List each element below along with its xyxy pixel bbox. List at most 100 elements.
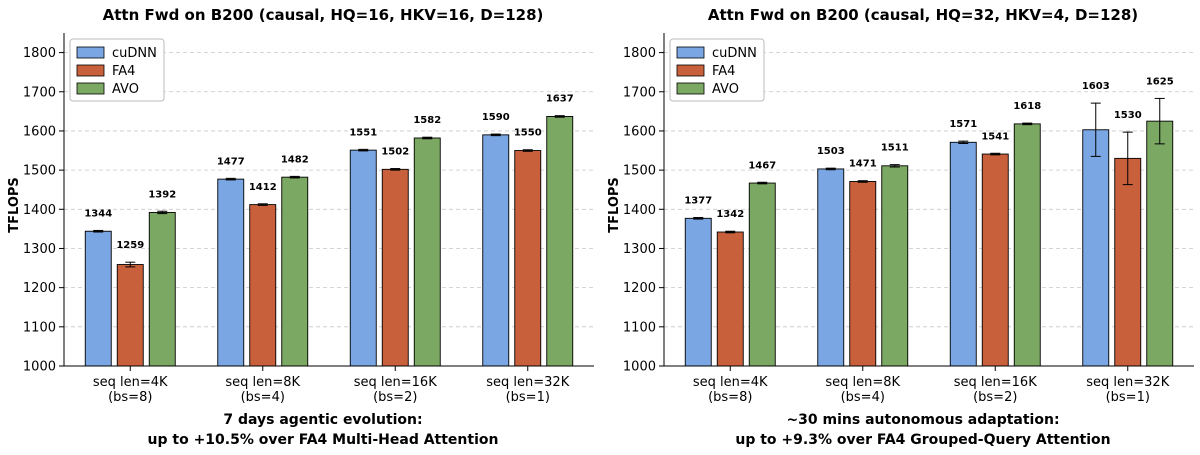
x-tick-label: seq len=32K — [1086, 375, 1169, 390]
y-tick-label: 1100 — [623, 320, 656, 335]
caption-line-2: up to +9.3% over FA4 Grouped-Query Atten… — [735, 432, 1110, 448]
data-label: 1625 — [1146, 76, 1174, 87]
data-label: 1392 — [148, 189, 176, 200]
data-label: 1482 — [281, 154, 309, 165]
data-label: 1551 — [349, 127, 377, 138]
x-tick-label: (bs=2) — [973, 390, 1017, 405]
bar-fa4 — [514, 150, 542, 367]
data-label: 1503 — [817, 146, 845, 157]
caption-line-1: 7 days agentic evolution: — [223, 412, 422, 428]
data-label: 1467 — [748, 160, 776, 171]
bar-fa4 — [381, 168, 409, 367]
legend-label: cuDNN — [112, 46, 157, 61]
chart-mha: Attn Fwd on B200 (causal, HQ=16, HKV=16,… — [7, 6, 594, 448]
data-label: 1618 — [1013, 101, 1041, 112]
legend-label: AVO — [712, 82, 739, 97]
y-tick-label: 1300 — [623, 242, 656, 257]
y-tick-label: 1200 — [23, 281, 56, 296]
y-tick-label: 1600 — [23, 124, 56, 139]
legend-swatch-cudnn — [676, 46, 705, 59]
y-tick-label: 1600 — [623, 124, 656, 139]
data-label: 1582 — [413, 115, 441, 126]
data-label: 1471 — [849, 159, 877, 170]
bar-cudnn — [84, 230, 112, 367]
chart-panel-right: Attn Fwd on B200 (causal, HQ=32, HKV=4, … — [600, 0, 1200, 455]
y-tick-label: 1400 — [623, 203, 656, 218]
data-label: 1477 — [217, 156, 245, 167]
chart-title: Attn Fwd on B200 (causal, HQ=32, HKV=4, … — [708, 6, 1138, 24]
legend-label: FA4 — [112, 64, 135, 79]
data-label: 1377 — [684, 196, 712, 207]
bar-avo — [281, 176, 309, 367]
x-tick-label: seq len=4K — [93, 375, 168, 390]
x-tick-label: (bs=1) — [506, 390, 550, 405]
legend-swatch-cudnn — [76, 46, 105, 59]
y-axis-label: TFLOPS — [607, 177, 622, 233]
chart-title: Attn Fwd on B200 (causal, HQ=16, HKV=16,… — [103, 6, 544, 24]
data-label: 1511 — [881, 143, 909, 154]
y-tick-label: 1500 — [23, 164, 56, 179]
legend-swatch-fa4 — [76, 64, 105, 77]
y-tick-label: 1700 — [623, 85, 656, 100]
chart-panel-left: Attn Fwd on B200 (causal, HQ=16, HKV=16,… — [7, 6, 594, 448]
y-axis-label: TFLOPS — [7, 177, 22, 233]
y-tick-label: 1300 — [23, 242, 56, 257]
legend-label: FA4 — [712, 64, 735, 79]
y-tick-label: 1700 — [23, 85, 56, 100]
legend-swatch-fa4 — [676, 64, 705, 77]
x-tick-label: seq len=8K — [225, 375, 300, 390]
bar-cudnn — [684, 217, 712, 367]
data-label: 1637 — [546, 94, 574, 105]
data-label: 1502 — [381, 147, 409, 158]
bar-avo — [546, 115, 574, 367]
bar-avo — [413, 137, 441, 367]
bar-fa4 — [716, 231, 744, 367]
legend-label: cuDNN — [712, 46, 757, 61]
caption-line-2: up to +10.5% over FA4 Multi-Head Attenti… — [148, 432, 499, 448]
data-label: 1342 — [716, 209, 744, 220]
bar-cudnn — [817, 168, 845, 367]
x-tick-label: (bs=8) — [708, 390, 752, 405]
y-tick-label: 1200 — [623, 281, 656, 296]
x-tick-label: seq len=4K — [693, 375, 768, 390]
y-tick-label: 1100 — [23, 320, 56, 335]
bar-fa4 — [981, 153, 1009, 367]
bar-cudnn — [217, 178, 245, 367]
data-label: 1590 — [482, 112, 510, 123]
caption-line-1: ~30 mins autonomous adaptation: — [786, 412, 1059, 428]
bar-fa4 — [1114, 157, 1142, 367]
bar-avo — [748, 182, 776, 367]
legend-label: AVO — [112, 82, 139, 97]
chart-gqa: Attn Fwd on B200 (causal, HQ=32, HKV=4, … — [607, 6, 1194, 448]
bar-cudnn — [482, 134, 510, 367]
legend-swatch-avo — [76, 82, 105, 95]
y-tick-label: 1000 — [23, 360, 56, 375]
data-label: 1530 — [1114, 110, 1142, 121]
data-label: 1541 — [981, 131, 1009, 142]
x-tick-label: (bs=8) — [108, 390, 152, 405]
bar-avo — [1146, 120, 1174, 367]
bar-cudnn — [1082, 129, 1110, 367]
bar-fa4 — [849, 181, 877, 367]
data-label: 1259 — [116, 240, 144, 251]
bar-fa4 — [116, 264, 144, 367]
y-tick-label: 1800 — [623, 46, 656, 61]
data-label: 1550 — [514, 128, 542, 139]
data-label: 1412 — [249, 182, 277, 193]
bar-fa4 — [249, 204, 277, 367]
x-tick-label: (bs=1) — [1106, 390, 1150, 405]
bar-avo — [881, 165, 909, 367]
y-tick-label: 1800 — [23, 46, 56, 61]
data-label: 1571 — [949, 119, 977, 130]
data-label: 1344 — [84, 208, 112, 219]
x-tick-label: seq len=8K — [825, 375, 900, 390]
legend-swatch-avo — [676, 82, 705, 95]
y-tick-label: 1500 — [623, 164, 656, 179]
bar-cudnn — [949, 141, 977, 367]
data-label: 1603 — [1082, 81, 1110, 92]
x-tick-label: seq len=16K — [954, 375, 1037, 390]
bar-avo — [148, 211, 176, 367]
y-tick-label: 1400 — [23, 203, 56, 218]
bar-avo — [1013, 123, 1041, 367]
bar-cudnn — [349, 149, 377, 367]
